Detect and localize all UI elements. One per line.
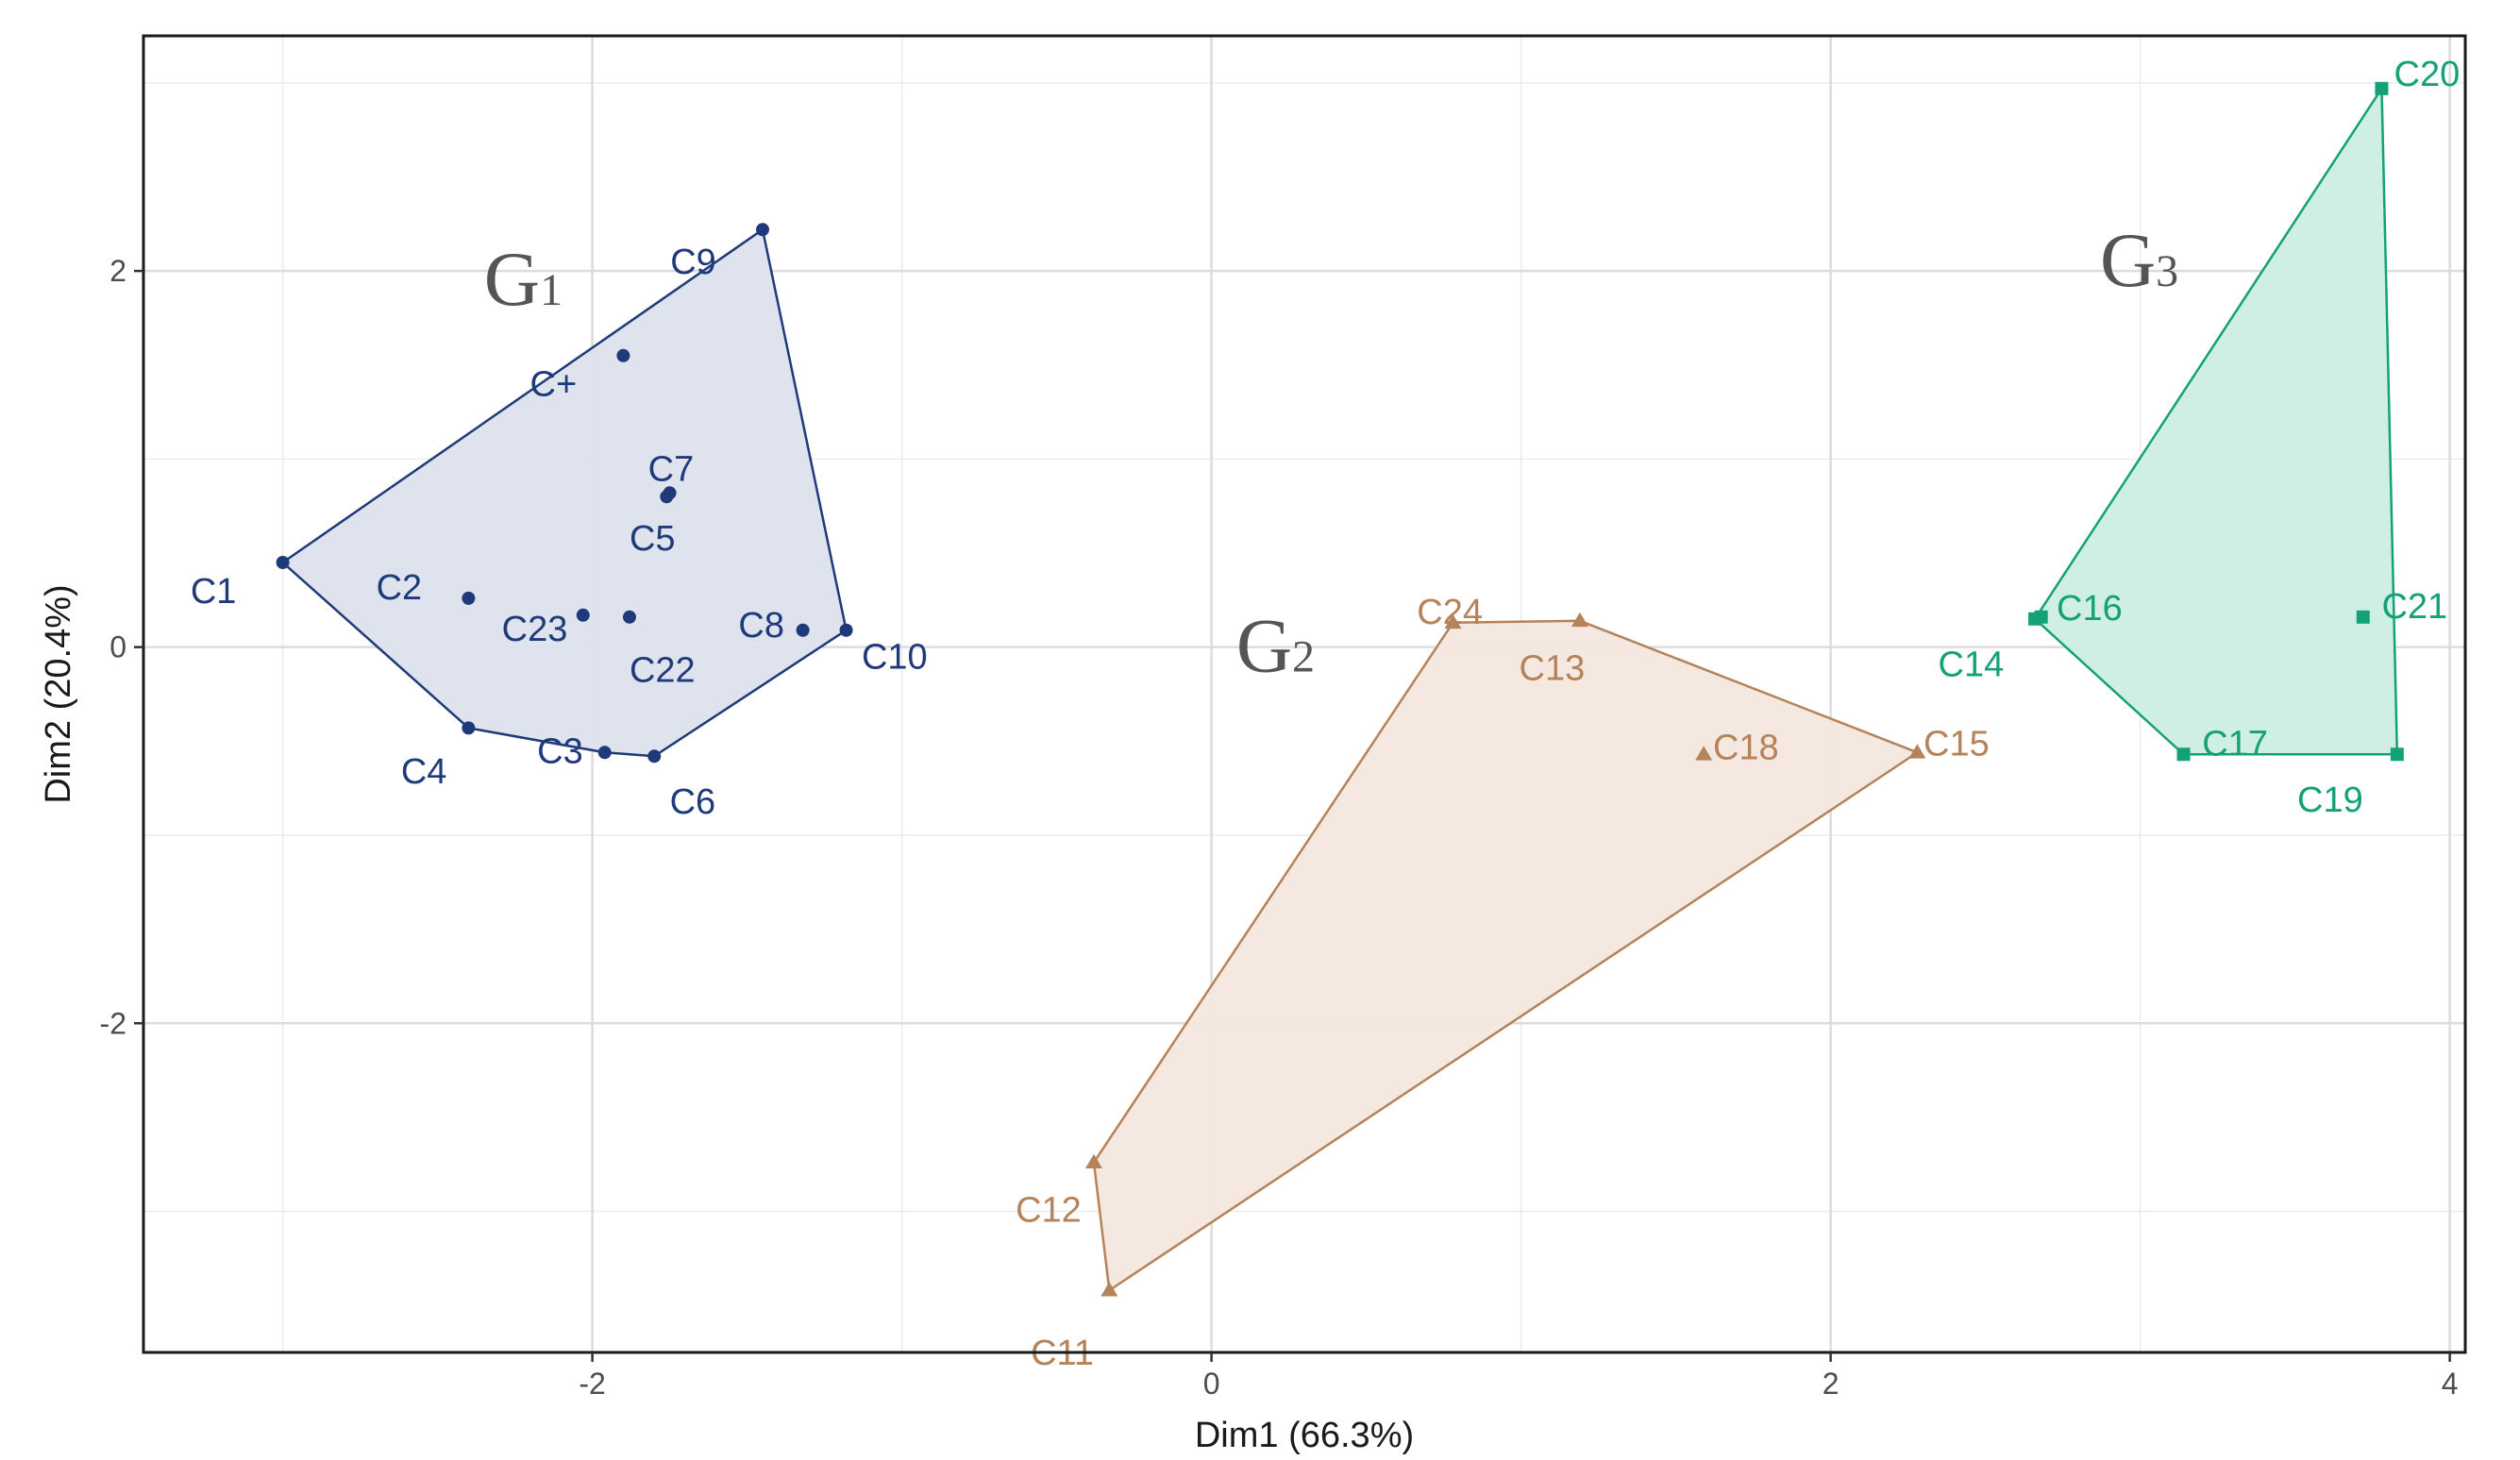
data-points <box>276 81 2404 1297</box>
point-c5 <box>660 490 674 504</box>
y-axis-title: Dim2 (20.4%) <box>39 584 78 803</box>
point-c8 <box>796 623 810 637</box>
label-c18: C18 <box>1713 728 1779 767</box>
label-c9: C9 <box>670 243 716 282</box>
x-axis-title: Dim1 (66.3%) <box>1195 1416 1414 1455</box>
label-c6: C6 <box>670 782 716 822</box>
label-c22: C22 <box>630 651 696 691</box>
x-tick-label: -2 <box>579 1367 605 1401</box>
label-c16: C16 <box>2057 589 2123 629</box>
group-label-g1: G1 <box>484 236 563 322</box>
y-tick-label: 2 <box>109 254 126 288</box>
point-c12 <box>1084 1153 1102 1169</box>
label-c8: C8 <box>738 606 784 646</box>
label-c17: C17 <box>2202 724 2268 764</box>
point-c4 <box>462 721 476 735</box>
y-tick-label: -2 <box>100 1006 126 1040</box>
point-c21 <box>2356 610 2370 624</box>
point-labels: C1 C9 C+ C7 C5 C2 C23 C22 C8 C10 C4 C3 C6 C24 C13 C18 C1… <box>191 55 2460 1373</box>
x-tick-label: 4 <box>2442 1367 2459 1401</box>
point-c1 <box>276 556 290 569</box>
point-c11 <box>1100 1282 1118 1297</box>
point-c14 <box>2028 612 2042 626</box>
plot-panel-border <box>142 34 2467 1354</box>
point-c18 <box>1695 746 1713 761</box>
label-c1: C1 <box>191 572 237 612</box>
group-label-g3: G3 <box>2100 217 2178 303</box>
label-c7: C7 <box>648 449 695 489</box>
point-c20 <box>2375 81 2389 95</box>
label-c14: C14 <box>1939 646 2005 685</box>
point-c17 <box>2176 747 2191 762</box>
point-c13 <box>1571 612 1588 628</box>
point-c23 <box>576 608 590 622</box>
group-label-g2: G2 <box>1236 603 1315 689</box>
label-c10: C10 <box>862 638 928 678</box>
label-c5: C5 <box>630 519 676 559</box>
point-c24 <box>1444 613 1462 629</box>
point-c19 <box>2390 747 2404 762</box>
hull-g2 <box>1092 619 1921 1293</box>
label-c19: C19 <box>2297 780 2363 820</box>
label-c2: C2 <box>377 568 423 608</box>
label-c12: C12 <box>1016 1191 1082 1231</box>
y-tick-label: 0 <box>109 630 126 664</box>
group-labels: G1 G2 G3 <box>484 217 2178 689</box>
point-c22 <box>622 610 636 624</box>
point-c3 <box>597 746 612 760</box>
point-c9 <box>756 223 769 237</box>
axis-ticks: -2 0 2 4 -2 0 2 <box>100 254 2459 1401</box>
x-tick-label: 0 <box>1203 1367 1220 1401</box>
label-c15: C15 <box>1924 724 1990 764</box>
point-cplus <box>616 348 630 362</box>
label-c4: C4 <box>401 752 447 792</box>
label-cplus: C+ <box>530 365 578 405</box>
label-c21: C21 <box>2381 587 2447 627</box>
point-c10 <box>839 623 853 637</box>
point-c2 <box>462 591 476 605</box>
label-c3: C3 <box>537 731 583 771</box>
label-c13: C13 <box>1520 649 1586 689</box>
label-c23: C23 <box>502 610 568 649</box>
x-tick-label: 2 <box>1823 1367 1840 1401</box>
label-c24: C24 <box>1417 593 1483 632</box>
point-c6 <box>647 749 662 764</box>
label-c20: C20 <box>2394 55 2461 94</box>
point-c15 <box>1908 744 1926 759</box>
group-hulls <box>280 84 2399 1293</box>
